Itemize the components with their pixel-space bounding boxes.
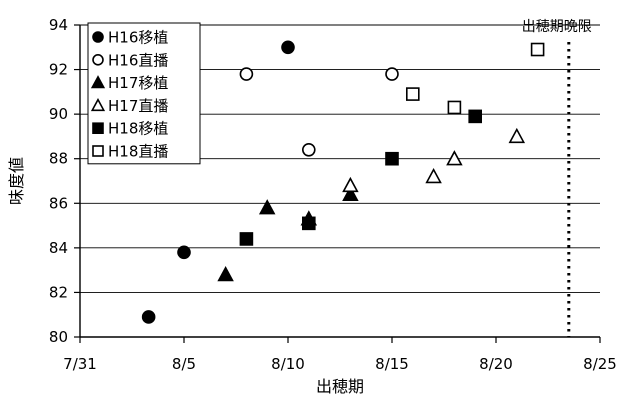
legend-label: H17移植 <box>108 74 168 92</box>
y-tick-label: 88 <box>49 150 68 168</box>
y-axis-title: 味度値 <box>7 157 26 205</box>
legend: H16移植 H16直播 H17移植 H17直播 H18移植 H18直播 <box>87 22 201 165</box>
data-point <box>405 87 420 101</box>
y-tick-label: 90 <box>49 105 68 123</box>
y-tick-label: 84 <box>49 239 68 257</box>
y-tick-label: 80 <box>49 328 68 346</box>
data-point <box>342 176 359 193</box>
data-point <box>239 232 254 246</box>
x-tick-label: 7/31 <box>63 355 97 373</box>
legend-label: H16移植 <box>108 29 168 47</box>
legend-marker <box>92 31 104 43</box>
legend-marker <box>90 75 106 89</box>
y-tick-label: 92 <box>49 61 68 79</box>
legend-marker <box>92 53 104 66</box>
data-point <box>425 167 442 184</box>
legend-label: H16直播 <box>108 51 168 69</box>
data-point <box>530 42 545 57</box>
x-tick-label: 8/5 <box>172 355 196 373</box>
data-point <box>447 100 462 115</box>
y-tick-label: 86 <box>49 194 68 212</box>
x-tick-label: 8/25 <box>583 355 617 373</box>
data-point <box>281 40 295 55</box>
legend-label: H17直播 <box>108 97 168 115</box>
data-point <box>301 216 316 231</box>
data-points <box>141 40 545 324</box>
data-point <box>258 199 276 215</box>
legend-marker <box>90 97 106 112</box>
axes <box>74 24 601 343</box>
deadline-annotation: 出穂期晩限 <box>522 19 592 337</box>
data-point <box>508 127 526 144</box>
legend-label: H18直播 <box>108 143 168 161</box>
data-point <box>446 150 463 166</box>
legend-marker <box>92 122 104 134</box>
x-tick-labels: 7/31 8/5 8/10 8/15 8/20 8/25 <box>63 355 617 373</box>
data-point <box>301 143 316 157</box>
y-tick-labels: 80 82 84 86 88 90 92 94 <box>49 16 68 346</box>
data-point <box>385 67 399 81</box>
x-tick-label: 8/20 <box>479 355 513 373</box>
data-point <box>141 310 156 324</box>
x-axis-title: 出穂期 <box>316 377 364 396</box>
y-tick-label: 94 <box>49 16 68 34</box>
data-point <box>385 151 399 166</box>
data-point <box>342 185 359 202</box>
legend-marker <box>92 145 104 157</box>
legend-box <box>87 22 201 165</box>
data-point <box>239 67 254 81</box>
data-point <box>217 266 234 282</box>
data-point <box>468 109 483 124</box>
x-tick-label: 8/15 <box>375 355 409 373</box>
y-tick-label: 82 <box>49 283 68 301</box>
deadline-label: 出穂期晩限 <box>522 19 592 35</box>
x-tick-label: 8/10 <box>271 355 305 373</box>
data-point <box>177 245 191 260</box>
legend-label: H18移植 <box>108 120 168 138</box>
